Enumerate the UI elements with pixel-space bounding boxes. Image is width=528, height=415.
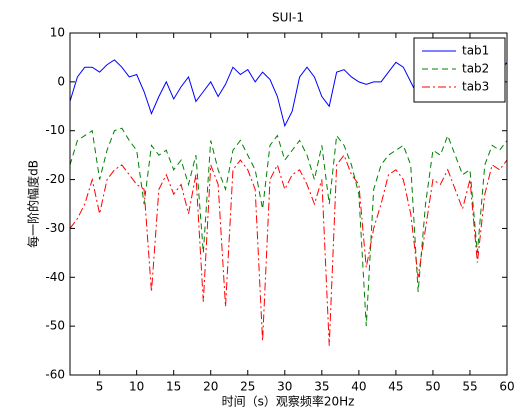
y-tick-label: -50 [45,319,65,333]
axes-box [69,32,508,376]
x-tick-label: 60 [499,380,514,394]
y-tick-label: 0 [57,74,65,88]
x-tick-label: 15 [166,380,181,394]
legend-label: tab3 [462,80,489,94]
x-tick-label: 30 [277,380,292,394]
x-tick-label: 5 [96,380,104,394]
x-tick-label: 55 [462,380,477,394]
legend-box [413,37,506,103]
x-tick-label: 40 [351,380,366,394]
series-line [69,154,508,346]
y-tick-label: 10 [50,26,65,40]
y-tick-label: -30 [45,221,65,235]
y-tick-label: -40 [45,270,65,284]
x-tick-label: 50 [425,380,440,394]
y-tick-label: -20 [45,172,65,186]
x-tick-label: 25 [240,380,255,394]
chart-title: SUI-1 [272,11,304,25]
y-tick-label: -10 [45,123,65,137]
x-tick-label: 10 [129,380,144,394]
y-tick-label: -60 [45,368,65,382]
legend-label: tab1 [462,44,489,58]
y-axis-label: 每一阶的幅度dB [26,160,41,248]
legend-label: tab2 [462,62,489,76]
series-line [69,127,508,327]
x-tick-label: 20 [203,380,218,394]
x-axis-label: 时间（s）观察频率20Hz [222,394,355,409]
x-tick-label: 45 [388,380,403,394]
x-tick-label: 35 [314,380,329,394]
